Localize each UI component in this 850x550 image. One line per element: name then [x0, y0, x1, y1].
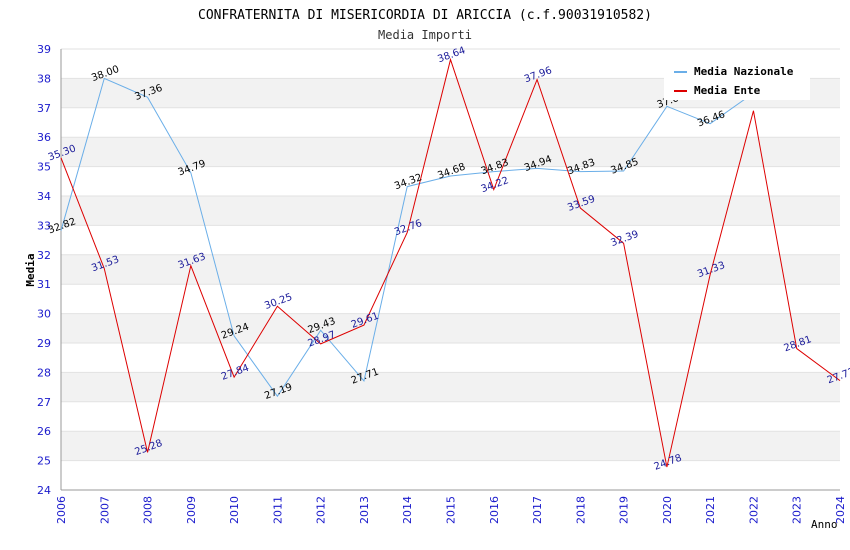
grid-band	[61, 313, 840, 343]
x-tick-label: 2015	[445, 496, 458, 524]
data-label: 30.25	[263, 292, 294, 312]
x-tick-label: 2009	[185, 496, 198, 524]
y-tick-label: 24	[37, 484, 51, 497]
x-tick-label: 2007	[98, 496, 111, 524]
series-line-ente	[60, 57, 841, 468]
grid-band	[61, 254, 840, 285]
x-tick-label: 2019	[618, 496, 631, 524]
x-tick-label: 2012	[315, 496, 328, 524]
grid-band	[61, 137, 840, 167]
x-tick-label: 2010	[228, 496, 241, 524]
x-tick-label: 2013	[358, 496, 371, 524]
x-tick-label: 2020	[661, 496, 674, 524]
x-tick-label: 2016	[488, 496, 501, 524]
chart-subtitle: Media Importi	[378, 28, 472, 42]
y-tick-label: 36	[37, 131, 51, 144]
x-tick-label: 2024	[834, 496, 847, 524]
x-tick-label: 2023	[791, 496, 804, 524]
y-tick-label: 31	[37, 278, 51, 291]
y-tick-labels: 24 25 26 27 28 29 30 31 32 33 34 35 36 37 38 39	[37, 43, 51, 497]
y-tick-label: 28	[37, 366, 51, 379]
y-tick-label: 38	[37, 72, 51, 85]
x-tick-label: 2018	[574, 496, 587, 524]
legend: Media Nazionale Media Ente	[664, 60, 810, 100]
y-tick-label: 39	[37, 43, 51, 56]
legend-label-nazionale: Media Nazionale	[694, 65, 794, 78]
x-tick-label: 2011	[271, 496, 284, 524]
x-tick-label: 2014	[401, 496, 414, 524]
x-tick-label: 2017	[531, 496, 544, 524]
x-tick-label: 2022	[747, 496, 760, 524]
y-tick-label: 26	[37, 425, 51, 438]
series-line-nazionale	[60, 77, 754, 398]
y-tick-label: 27	[37, 396, 51, 409]
y-tick-label: 34	[37, 190, 51, 203]
y-tick-label: 35	[37, 161, 51, 174]
y-tick-label: 37	[37, 102, 51, 115]
y-tick-label: 30	[37, 308, 51, 321]
data-label: 34.32	[393, 172, 424, 192]
data-label: 34.22	[480, 175, 511, 195]
series-lines	[60, 57, 841, 468]
legend-label-ente: Media Ente	[694, 84, 761, 97]
x-axis-label: Anno	[811, 518, 838, 531]
legend-box	[664, 60, 810, 100]
data-label: 36.46	[696, 109, 727, 129]
y-tick-label: 29	[37, 337, 51, 350]
y-tick-label: 32	[37, 249, 51, 262]
y-tick-label: 25	[37, 455, 51, 468]
data-label: 32.39	[609, 229, 640, 249]
x-tick-label: 2021	[704, 496, 717, 524]
grid-band	[61, 196, 840, 226]
chart-title: CONFRATERNITA DI MISERICORDIA DI ARICCIA…	[198, 8, 652, 23]
grid-bands	[61, 78, 840, 461]
x-tick-labels: 2006 2007 2008 2009 2010 2011 2012 2013 2014 2015…	[55, 496, 847, 524]
grid-band	[61, 431, 840, 461]
x-tick-label: 2008	[142, 496, 155, 524]
y-axis-label: Media	[24, 253, 37, 286]
grid-band	[61, 372, 840, 402]
x-tick-label: 2006	[55, 496, 68, 524]
y-tick-label: 33	[37, 219, 51, 232]
